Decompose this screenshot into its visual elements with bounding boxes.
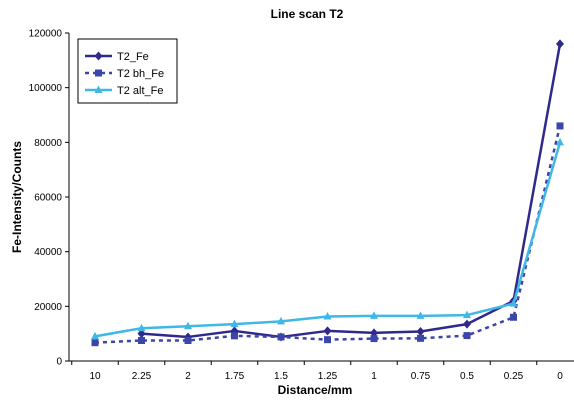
data-point xyxy=(138,337,145,344)
data-point xyxy=(277,333,285,341)
data-point xyxy=(416,311,425,319)
data-point xyxy=(556,137,564,146)
x-ticks: 10 2.25 2 1.75 1.5 1.25 1 0.75 0.5 0.25 0 xyxy=(71,361,563,382)
y-ticks: 0 20000 40000 60000 80000 100000 120000 xyxy=(29,29,69,368)
x-axis-label: Distance/mm xyxy=(278,383,353,397)
legend: T2_Fe T2 bh_Fe T2 alt_Fe xyxy=(77,38,178,104)
y-tick-label: 40000 xyxy=(34,247,62,258)
data-point xyxy=(556,39,564,49)
x-tick-label: 0.75 xyxy=(411,371,431,382)
data-point xyxy=(91,331,99,340)
x-tick-label: 2.25 xyxy=(132,371,152,382)
x-tick-label: 2 xyxy=(185,371,191,382)
data-point xyxy=(230,319,239,328)
x-tick-label: 1.5 xyxy=(274,371,288,382)
data-point xyxy=(417,334,424,342)
y-tick-label: 20000 xyxy=(34,302,62,313)
series-1 xyxy=(137,39,564,342)
x-tick-label: 0.5 xyxy=(460,371,474,382)
x-tick-label: 1 xyxy=(371,371,377,382)
chart-title: Line scan T2 xyxy=(271,7,344,21)
legend-item: T2 bh_Fe xyxy=(85,68,164,80)
legend-swatch-marker xyxy=(94,51,103,61)
x-tick-label: 1.25 xyxy=(318,371,338,382)
y-tick-label: 80000 xyxy=(34,138,62,149)
data-point xyxy=(556,122,564,130)
series-3 xyxy=(91,137,564,340)
data-point xyxy=(416,326,425,336)
data-point xyxy=(370,335,378,343)
series-line xyxy=(94,141,562,338)
data-point xyxy=(231,332,238,340)
data-point xyxy=(137,323,146,332)
data-point xyxy=(137,329,146,339)
y-tick-label: 0 xyxy=(56,357,62,368)
data-point xyxy=(370,311,378,319)
data-point xyxy=(509,299,518,307)
legend-label: T2_Fe xyxy=(117,51,149,63)
x-tick-label: 10 xyxy=(89,371,101,382)
legend-swatch-marker xyxy=(95,69,102,77)
x-tick-label: 0 xyxy=(557,371,563,382)
legend-label: T2 bh_Fe xyxy=(117,68,164,80)
legend-item: T2 alt_Fe xyxy=(85,85,163,97)
legend-swatch-marker xyxy=(94,85,103,93)
data-point xyxy=(277,316,285,325)
series-layer xyxy=(91,39,564,347)
data-point xyxy=(323,326,332,336)
legend-box xyxy=(77,38,178,104)
data-point xyxy=(463,310,471,319)
data-point xyxy=(510,313,517,321)
legend-item: T2_Fe xyxy=(85,51,149,63)
data-point xyxy=(91,339,99,347)
y-axis-label: Fe-Intensity/Counts xyxy=(10,141,24,253)
y-tick-label: 100000 xyxy=(29,83,63,94)
y-tick-label: 120000 xyxy=(29,29,63,40)
series-line xyxy=(141,43,562,339)
data-point xyxy=(323,311,332,320)
series-2 xyxy=(91,122,564,347)
data-point xyxy=(184,321,192,330)
data-point xyxy=(463,319,471,329)
y-tick-label: 60000 xyxy=(34,193,62,204)
data-point xyxy=(463,332,471,340)
data-point xyxy=(324,336,331,344)
x-tick-label: 0.25 xyxy=(504,371,524,382)
legend-label: T2 alt_Fe xyxy=(117,85,163,97)
x-tick-label: 1.75 xyxy=(225,371,245,382)
data-point xyxy=(184,337,192,344)
